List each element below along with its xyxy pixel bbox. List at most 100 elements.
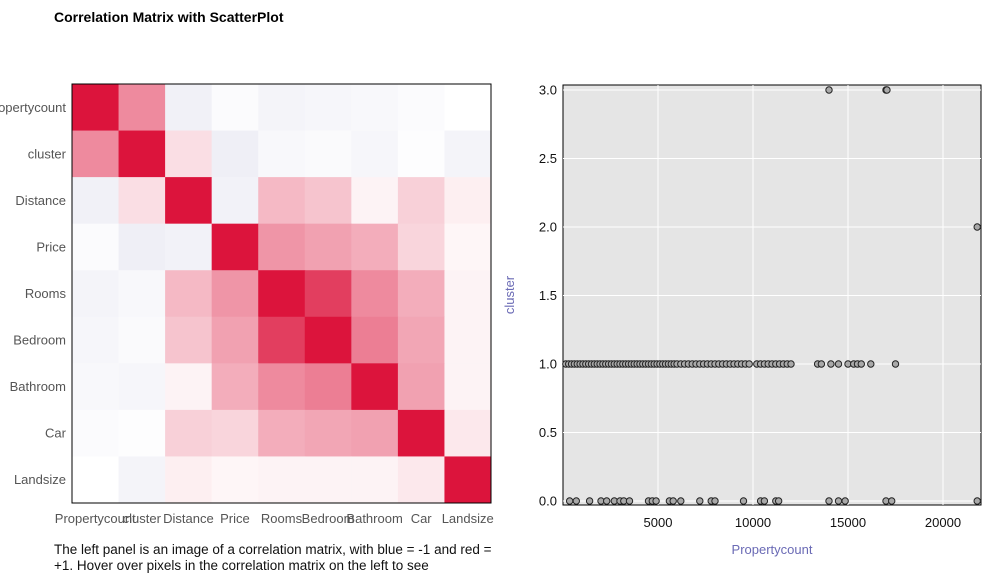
matrix-cell[interactable]: Price / Rooms <box>258 223 306 271</box>
matrix-cell[interactable]: Propertycount / Rooms <box>258 84 306 132</box>
scatter-point[interactable] <box>891 360 900 368</box>
scatter-point[interactable] <box>973 223 981 231</box>
scatter-point[interactable] <box>825 497 833 505</box>
scatter-point[interactable] <box>652 497 660 505</box>
scatter-point[interactable] <box>867 360 875 368</box>
matrix-cell[interactable]: Distance / Rooms <box>258 177 306 225</box>
matrix-cell[interactable]: Car / Car <box>397 409 445 457</box>
matrix-cell[interactable]: Price / Bedroom <box>304 223 352 271</box>
scatter-point[interactable] <box>739 497 748 505</box>
matrix-cell[interactable]: Distance / Landsize <box>444 177 492 225</box>
matrix-cell[interactable]: Rooms / Propertycount <box>72 270 120 318</box>
matrix-cell[interactable]: Bathroom / Distance <box>165 363 213 411</box>
matrix-cell[interactable]: Landsize / Car <box>397 456 445 504</box>
matrix-cell[interactable]: Landsize / Bedroom <box>304 456 352 504</box>
matrix-cell[interactable]: Bedroom / Landsize <box>444 316 492 364</box>
matrix-cell[interactable]: Landsize / cluster <box>118 456 166 504</box>
matrix-cell[interactable]: cluster / Landsize <box>444 130 492 178</box>
scatter-point[interactable] <box>760 497 769 505</box>
matrix-cell[interactable]: Bathroom / Landsize <box>444 363 492 411</box>
matrix-cell[interactable]: Distance / Price <box>211 177 259 225</box>
scatter-point[interactable] <box>696 497 704 505</box>
matrix-cell[interactable]: Propertycount / Distance <box>165 84 213 132</box>
matrix-cell[interactable]: Price / Propertycount <box>72 223 120 271</box>
matrix-cell[interactable]: Distance / cluster <box>118 177 166 225</box>
matrix-cell[interactable]: cluster / Rooms <box>258 130 306 178</box>
scatter-point[interactable] <box>857 360 865 368</box>
matrix-cell[interactable]: Landsize / Distance <box>165 456 213 504</box>
matrix-cell[interactable]: Rooms / Bathroom <box>351 270 399 318</box>
matrix-cell[interactable]: Propertycount / Propertycount <box>72 84 120 132</box>
matrix-cell[interactable]: Price / Distance <box>165 223 213 271</box>
matrix-cell[interactable]: cluster / Distance <box>165 130 213 178</box>
matrix-cell[interactable]: Car / Bathroom <box>351 409 399 457</box>
matrix-cell[interactable]: Distance / Distance <box>165 177 213 225</box>
matrix-cell[interactable]: Rooms / Distance <box>165 270 213 318</box>
matrix-cell[interactable]: Bathroom / Bathroom <box>351 363 399 411</box>
matrix-cell[interactable]: Bathroom / Propertycount <box>72 363 120 411</box>
scatter-point[interactable] <box>883 86 891 94</box>
scatter-plot[interactable]: 5000 10000 15000 20000 0.0 0.5 1.0 1.5 2.0 2.5 3.0… <box>480 70 990 570</box>
matrix-cell[interactable]: Car / Bedroom <box>304 409 352 457</box>
scatter-point[interactable] <box>827 360 835 368</box>
scatter-point[interactable] <box>572 497 581 505</box>
matrix-cell[interactable]: cluster / Car <box>397 130 445 178</box>
matrix-cell[interactable]: cluster / Bedroom <box>304 130 352 178</box>
matrix-cell[interactable]: Bathroom / Bedroom <box>304 363 352 411</box>
matrix-cell[interactable]: Bedroom / cluster <box>118 316 166 364</box>
matrix-cell[interactable]: Landsize / Landsize <box>444 456 492 504</box>
matrix-cell[interactable]: Car / Propertycount <box>72 409 120 457</box>
matrix-cell[interactable]: cluster / Bathroom <box>351 130 399 178</box>
matrix-cell[interactable]: Price / cluster <box>118 223 166 271</box>
matrix-cell[interactable]: Bedroom / Distance <box>165 316 213 364</box>
matrix-cell[interactable]: Rooms / Rooms <box>258 270 306 318</box>
matrix-cell[interactable]: Bathroom / Car <box>397 363 445 411</box>
matrix-cell[interactable]: Propertycount / Price <box>211 84 259 132</box>
scatter-point[interactable] <box>625 497 634 505</box>
matrix-cell[interactable]: Bathroom / cluster <box>118 363 166 411</box>
matrix-cell[interactable]: cluster / Propertycount <box>72 130 120 178</box>
scatter-point[interactable] <box>774 497 783 505</box>
scatter-point[interactable] <box>669 497 677 505</box>
scatter-point[interactable] <box>888 497 896 505</box>
matrix-cell[interactable]: Distance / Car <box>397 177 445 225</box>
matrix-cell[interactable]: Distance / Bathroom <box>351 177 399 225</box>
matrix-cell[interactable]: Bedroom / Propertycount <box>72 316 120 364</box>
matrix-cell[interactable]: Rooms / cluster <box>118 270 166 318</box>
scatter-point[interactable] <box>677 497 685 505</box>
matrix-cell[interactable]: Landsize / Rooms <box>258 456 306 504</box>
matrix-cell[interactable]: Bedroom / Car <box>397 316 445 364</box>
scatter-point[interactable] <box>745 360 753 368</box>
matrix-cell[interactable]: Bedroom / Bedroom <box>304 316 352 364</box>
matrix-cell[interactable]: Price / Price <box>211 223 259 271</box>
scatter-point[interactable] <box>565 497 574 505</box>
matrix-cell[interactable]: Rooms / Price <box>211 270 259 318</box>
matrix-cell[interactable]: cluster / cluster <box>118 130 166 178</box>
correlation-matrix[interactable]: Propertycount / PropertycountPropertycou… <box>0 70 500 535</box>
scatter-point[interactable] <box>603 497 611 505</box>
matrix-cell[interactable]: Price / Car <box>397 223 445 271</box>
matrix-cell[interactable]: Bedroom / Price <box>211 316 259 364</box>
scatter-point[interactable] <box>834 497 843 505</box>
matrix-cell[interactable]: Car / Price <box>211 409 259 457</box>
matrix-cell[interactable]: Propertycount / cluster <box>118 84 166 132</box>
scatter-point[interactable] <box>973 497 981 505</box>
matrix-cell[interactable]: Car / Landsize <box>444 409 492 457</box>
matrix-cell[interactable]: Propertycount / Landsize <box>444 84 492 132</box>
matrix-cell[interactable]: Landsize / Price <box>211 456 259 504</box>
matrix-cell[interactable]: Bathroom / Rooms <box>258 363 306 411</box>
matrix-cell[interactable]: Price / Landsize <box>444 223 492 271</box>
scatter-point[interactable] <box>787 360 795 368</box>
matrix-cell[interactable]: Distance / Bedroom <box>304 177 352 225</box>
matrix-cell[interactable]: Car / cluster <box>118 409 166 457</box>
matrix-cell[interactable]: Price / Bathroom <box>351 223 399 271</box>
matrix-cell[interactable]: Car / Distance <box>165 409 213 457</box>
scatter-point[interactable] <box>841 497 849 505</box>
matrix-cell[interactable]: Rooms / Car <box>397 270 445 318</box>
scatter-point[interactable] <box>711 497 719 505</box>
matrix-cell[interactable]: Bathroom / Price <box>211 363 259 411</box>
matrix-cell[interactable]: cluster / Price <box>211 130 259 178</box>
matrix-cell[interactable]: Propertycount / Car <box>397 84 445 132</box>
matrix-cell[interactable]: Car / Rooms <box>258 409 306 457</box>
matrix-cell[interactable]: Rooms / Landsize <box>444 270 492 318</box>
